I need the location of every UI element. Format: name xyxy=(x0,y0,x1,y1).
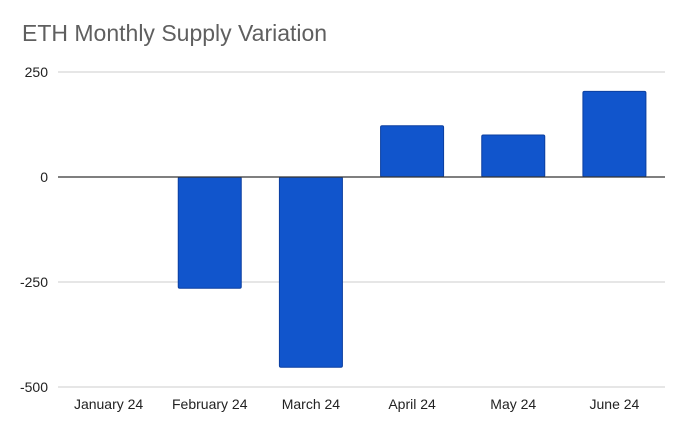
x-tick-label: April 24 xyxy=(388,396,436,412)
x-tick-label: March 24 xyxy=(282,396,341,412)
y-tick-label: 250 xyxy=(25,64,49,80)
bar-april-24 xyxy=(380,125,445,178)
y-tick-label: -500 xyxy=(20,379,48,395)
y-tick-label: -250 xyxy=(20,274,48,290)
bar-june-24 xyxy=(582,90,647,178)
bar-february-24 xyxy=(177,176,242,289)
x-tick-label: February 24 xyxy=(172,396,248,412)
chart-title: ETH Monthly Supply Variation xyxy=(22,20,328,46)
bar-march-24 xyxy=(278,176,343,368)
y-tick-label: 0 xyxy=(40,169,48,185)
x-tick-label: May 24 xyxy=(490,396,536,412)
bar-may-24 xyxy=(481,134,546,178)
x-tick-label: June 24 xyxy=(590,396,640,412)
x-tick-label: January 24 xyxy=(74,396,143,412)
